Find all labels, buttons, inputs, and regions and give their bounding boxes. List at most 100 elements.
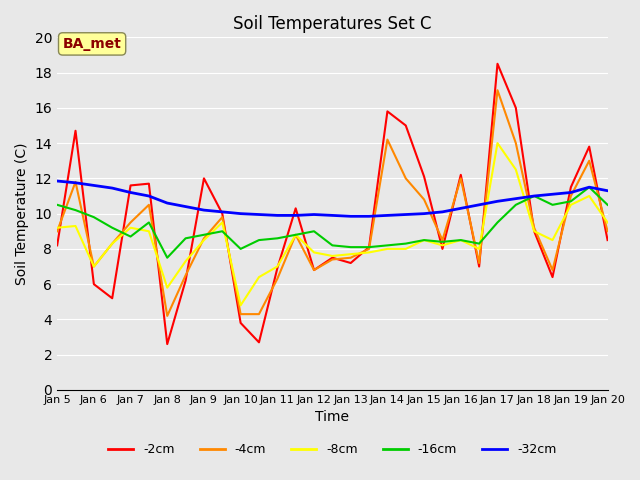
-4cm	[567, 193, 575, 199]
-4cm	[90, 264, 98, 269]
-16cm	[512, 202, 520, 208]
-4cm	[310, 267, 318, 273]
-4cm	[182, 273, 189, 278]
-32cm	[365, 214, 373, 219]
-16cm	[273, 235, 281, 241]
-4cm	[53, 228, 61, 234]
-32cm	[127, 190, 134, 195]
-4cm	[218, 214, 226, 220]
-8cm	[237, 302, 244, 308]
-32cm	[163, 200, 171, 206]
-2cm	[218, 211, 226, 216]
-2cm	[365, 244, 373, 250]
-8cm	[493, 140, 501, 146]
-4cm	[383, 137, 391, 143]
-32cm	[72, 180, 79, 186]
Line: -8cm: -8cm	[57, 143, 607, 305]
-8cm	[127, 225, 134, 230]
-8cm	[273, 264, 281, 269]
-16cm	[218, 228, 226, 234]
-8cm	[328, 253, 336, 259]
-4cm	[402, 176, 410, 181]
-32cm	[402, 212, 410, 217]
Line: -2cm: -2cm	[57, 64, 607, 344]
X-axis label: Time: Time	[316, 410, 349, 424]
Line: -16cm: -16cm	[57, 187, 607, 258]
-32cm	[420, 211, 428, 216]
-8cm	[72, 223, 79, 229]
Legend: -2cm, -4cm, -8cm, -16cm, -32cm: -2cm, -4cm, -8cm, -16cm, -32cm	[103, 438, 561, 461]
-2cm	[72, 128, 79, 133]
-4cm	[273, 276, 281, 282]
-2cm	[310, 267, 318, 273]
-8cm	[438, 242, 446, 248]
-16cm	[310, 228, 318, 234]
-16cm	[200, 232, 208, 238]
-8cm	[548, 237, 556, 243]
-8cm	[420, 237, 428, 243]
-8cm	[163, 285, 171, 290]
-16cm	[586, 184, 593, 190]
-16cm	[347, 244, 355, 250]
-16cm	[493, 219, 501, 225]
-32cm	[476, 202, 483, 208]
-2cm	[200, 176, 208, 181]
-2cm	[292, 205, 300, 211]
-32cm	[586, 184, 593, 190]
-8cm	[90, 264, 98, 269]
-2cm	[476, 264, 483, 269]
-4cm	[72, 179, 79, 185]
-16cm	[237, 246, 244, 252]
-16cm	[145, 219, 153, 225]
-4cm	[145, 202, 153, 208]
-16cm	[531, 193, 538, 199]
-32cm	[512, 196, 520, 202]
-32cm	[273, 213, 281, 218]
-2cm	[420, 174, 428, 180]
-2cm	[328, 255, 336, 261]
-16cm	[328, 242, 336, 248]
-32cm	[218, 209, 226, 215]
-2cm	[457, 172, 465, 178]
-2cm	[347, 260, 355, 266]
-2cm	[53, 242, 61, 248]
-8cm	[145, 228, 153, 234]
-32cm	[200, 207, 208, 213]
-8cm	[53, 225, 61, 230]
-32cm	[438, 209, 446, 215]
-2cm	[127, 182, 134, 188]
-32cm	[493, 198, 501, 204]
-4cm	[237, 311, 244, 317]
-8cm	[108, 241, 116, 247]
-2cm	[493, 61, 501, 67]
-32cm	[347, 214, 355, 219]
-32cm	[53, 178, 61, 184]
-4cm	[531, 225, 538, 230]
-4cm	[438, 237, 446, 243]
-8cm	[218, 219, 226, 225]
Text: BA_met: BA_met	[63, 37, 122, 51]
-4cm	[255, 311, 263, 317]
-2cm	[402, 122, 410, 128]
-8cm	[310, 250, 318, 255]
-32cm	[457, 205, 465, 211]
-4cm	[328, 257, 336, 263]
-16cm	[604, 202, 611, 208]
-16cm	[438, 239, 446, 245]
-16cm	[548, 202, 556, 208]
-4cm	[548, 267, 556, 273]
-4cm	[347, 255, 355, 261]
-16cm	[182, 235, 189, 241]
-2cm	[586, 144, 593, 150]
-4cm	[512, 140, 520, 146]
-8cm	[512, 167, 520, 172]
-32cm	[255, 212, 263, 217]
-32cm	[108, 185, 116, 191]
-32cm	[310, 212, 318, 217]
-2cm	[438, 246, 446, 252]
-8cm	[292, 232, 300, 238]
-2cm	[567, 184, 575, 190]
-4cm	[493, 87, 501, 93]
-32cm	[328, 213, 336, 218]
-2cm	[237, 320, 244, 326]
